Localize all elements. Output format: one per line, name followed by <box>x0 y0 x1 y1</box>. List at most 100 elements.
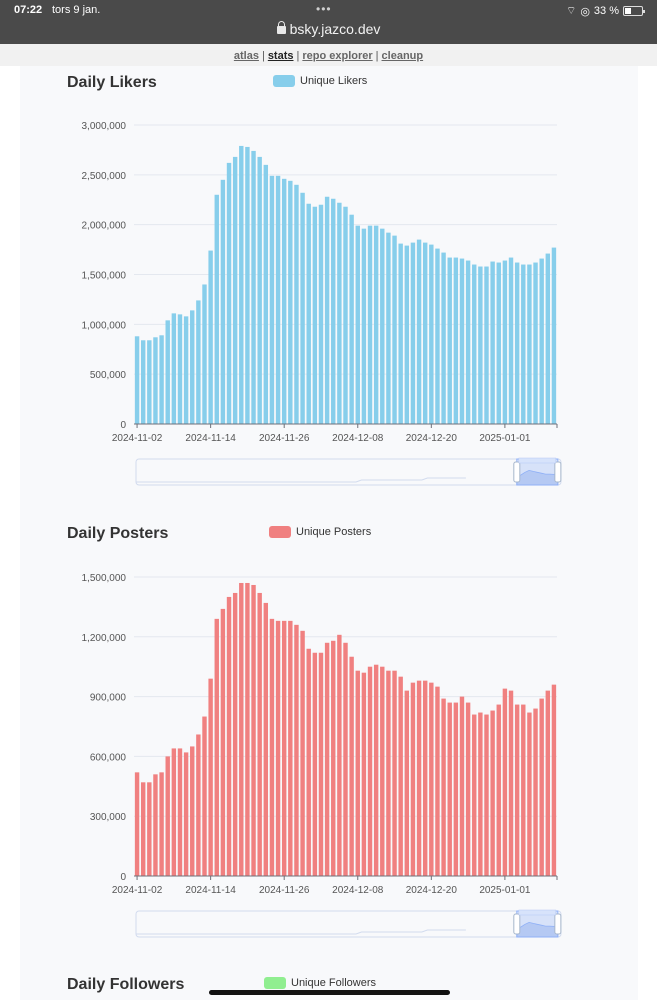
likers-bar <box>208 250 213 424</box>
posters-bar <box>441 698 446 876</box>
chart-title-likers: Daily Likers <box>67 74 157 91</box>
likers-bar <box>361 228 367 424</box>
posters-bar <box>324 642 330 876</box>
likers-bar <box>392 235 397 424</box>
posters-bar <box>508 690 514 876</box>
likers-bar <box>153 337 158 424</box>
posters-zoom-preview-line <box>136 929 466 935</box>
posters-bar <box>361 672 367 876</box>
battery-percent: 33 % <box>593 5 619 17</box>
likers-bar <box>263 164 269 424</box>
posters-bar <box>208 678 213 876</box>
legend-label-followers: Unique Followers <box>291 977 376 989</box>
posters-bar <box>159 772 164 876</box>
nav-link-atlas[interactable]: atlas <box>233 50 259 62</box>
posters-y-tick-label: 1,200,000 <box>82 633 127 644</box>
likers-bar <box>281 178 287 424</box>
posters-bar <box>337 634 342 876</box>
address-bar[interactable]: bsky.jazco.dev <box>0 21 657 37</box>
nav-link-stats[interactable]: stats <box>267 50 294 62</box>
likers-bar <box>331 198 336 424</box>
posters-x-tick-label: 2024-12-20 <box>406 885 458 896</box>
nav-separator: | <box>375 50 379 62</box>
posters-bar <box>202 716 207 876</box>
legend-posters[interactable]: Unique Posters <box>269 526 371 538</box>
likers-bar <box>514 262 520 424</box>
posters-bar <box>392 670 397 876</box>
nav-link-cleanup[interactable]: cleanup <box>381 50 424 62</box>
chart-posters: 0 300,000 600,000 900,000 1,200,000 1,500,000… <box>82 573 562 938</box>
likers-bar <box>441 252 446 424</box>
likers-y-tick-label: 2,500,000 <box>82 171 127 182</box>
likers-bar <box>312 206 318 424</box>
posters-bar <box>435 686 440 876</box>
posters-bar <box>386 670 391 876</box>
likers-bar <box>306 203 311 424</box>
posters-zoom-drag-bar[interactable] <box>518 909 557 916</box>
posters-y-tick-label: 1,500,000 <box>82 573 127 584</box>
likers-bar <box>422 242 428 424</box>
nav-bar: atlas | stats | repo explorer | cleanup <box>0 44 657 66</box>
likers-bar <box>410 242 416 424</box>
posters-bar <box>484 714 489 876</box>
likers-bar <box>465 260 471 424</box>
likers-x-tick-label: 2024-11-14 <box>185 433 236 444</box>
likers-bar <box>533 262 538 424</box>
legend-followers[interactable]: Unique Followers <box>264 977 376 989</box>
posters-zoom-handle-right[interactable] <box>554 913 562 935</box>
posters-bar <box>551 684 557 876</box>
posters-zoom-track <box>135 910 562 938</box>
likers-bar <box>177 314 183 424</box>
likers-bar <box>521 264 526 424</box>
posters-y-tick-label: 900,000 <box>90 693 127 704</box>
posters-bar <box>147 782 152 876</box>
likers-bar <box>398 243 403 424</box>
likers-bar <box>349 214 354 424</box>
likers-bar <box>508 257 514 424</box>
posters-bar <box>165 756 170 876</box>
posters-bar <box>478 712 483 876</box>
status-date: tors 9 jan. <box>52 4 101 16</box>
likers-zoom-handle-left[interactable] <box>513 461 521 483</box>
likers-bar <box>257 156 262 424</box>
more-dots-icon[interactable]: ••• <box>316 2 332 16</box>
likers-bar <box>294 184 299 424</box>
posters-zoom-handle-left[interactable] <box>513 913 521 935</box>
posters-bar <box>380 666 385 876</box>
likers-bar <box>337 202 342 424</box>
chart-likers: 0 500,000 1,000,000 1,500,000 2,000,000 2,500… <box>82 121 562 486</box>
legend-likers[interactable]: Unique Likers <box>273 75 367 87</box>
posters-bar <box>465 702 471 876</box>
posters-bar <box>404 690 410 876</box>
posters-bar <box>177 748 183 876</box>
likers-zoom-drag-bar[interactable] <box>518 457 557 464</box>
posters-bar <box>472 714 477 876</box>
likers-bar <box>288 180 293 424</box>
posters-bar <box>288 620 293 876</box>
posters-bar <box>220 608 226 876</box>
likers-bar <box>165 320 170 424</box>
posters-bar <box>539 698 544 876</box>
wifi-icon: ⌔ <box>565 5 577 17</box>
nav-link-repo-explorer[interactable]: repo explorer <box>302 50 373 62</box>
posters-bar <box>355 670 360 876</box>
nav-separator: | <box>296 50 300 62</box>
likers-zoom-handle-right[interactable] <box>554 461 562 483</box>
posters-bar <box>140 782 146 876</box>
likers-bar <box>404 245 410 424</box>
home-indicator <box>209 990 450 995</box>
likers-bar <box>202 284 207 424</box>
posters-bar <box>294 624 299 876</box>
posters-bar <box>429 682 434 876</box>
likers-bar <box>275 175 281 424</box>
posters-x-tick-label: 2024-11-02 <box>112 885 163 896</box>
likers-bar <box>159 335 164 424</box>
likers-x-tick-label: 2025-01-01 <box>479 433 531 444</box>
posters-bar <box>257 592 262 876</box>
likers-bar <box>147 340 152 424</box>
posters-x-tick-label: 2025-01-01 <box>479 885 531 896</box>
likers-y-tick-label: 3,000,000 <box>82 121 127 132</box>
legend-label-posters: Unique Posters <box>296 526 372 538</box>
posters-bar <box>190 746 195 876</box>
posters-y-tick-label: 300,000 <box>90 812 127 823</box>
